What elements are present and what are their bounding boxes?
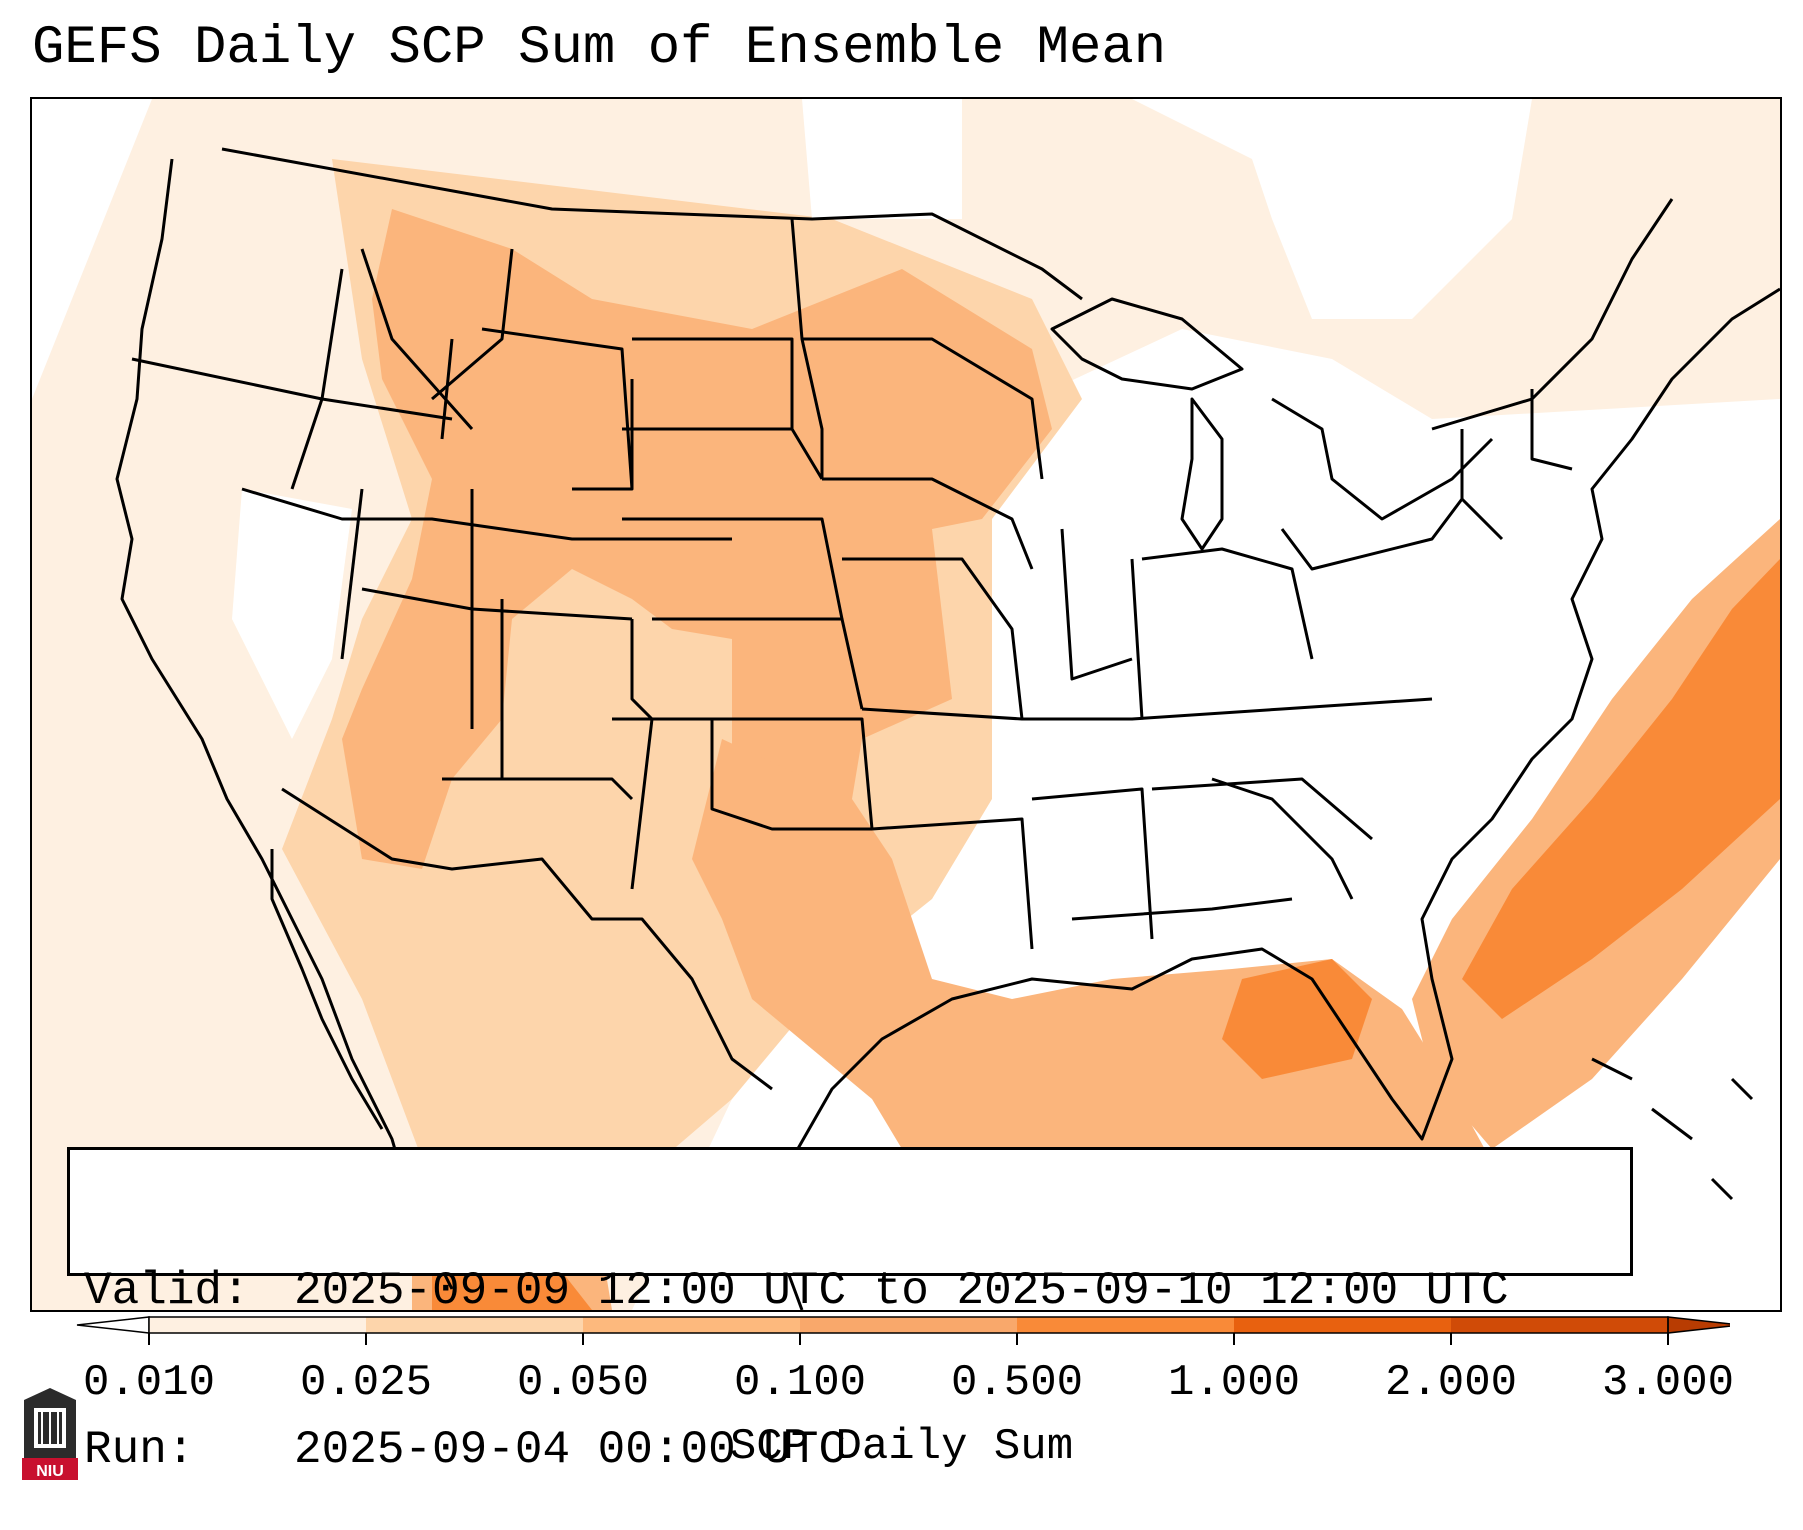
baja-line <box>270 849 384 1130</box>
colorbar-tick-label: 1.000 <box>1167 1358 1301 1408</box>
geography-lines <box>115 147 1780 1310</box>
run-row: Run: 2025-09-04 00:00 UTC <box>84 1424 1630 1477</box>
run-label: Run: <box>84 1424 195 1476</box>
lake-huron-erie <box>1271 397 1494 521</box>
state-line-17 <box>622 517 844 620</box>
state-line-28 <box>1151 777 1373 841</box>
run-value: 2025-09-04 00:00 UTC <box>294 1424 847 1476</box>
field-clear-nevada <box>232 489 352 739</box>
state-line-36 <box>1530 389 1573 471</box>
colorbar-segment <box>149 1317 366 1333</box>
colorbar-segments <box>76 1316 1730 1334</box>
state-line-32 <box>1280 498 1464 571</box>
valid-label: Valid: <box>84 1265 250 1317</box>
field-mid-texas <box>692 739 1512 1239</box>
colorbar-segment <box>800 1317 1017 1333</box>
state-line-18 <box>652 617 864 710</box>
state-line-3 <box>290 268 344 490</box>
west-coast-line <box>115 158 454 1290</box>
island-2 <box>1651 1107 1693 1141</box>
colorbar-tick-label: 0.050 <box>516 1358 650 1408</box>
colorbar-segment <box>1234 1317 1451 1333</box>
gulf-coast-line <box>770 287 1780 1310</box>
colorbar-tick-label: 3.000 <box>1601 1358 1735 1408</box>
lake-superior <box>1050 297 1244 391</box>
state-line-16 <box>622 427 824 480</box>
field-clear-canada <box>802 99 1532 319</box>
logo-text: NIU <box>36 1463 64 1480</box>
state-line-8 <box>572 379 634 491</box>
state-line-11 <box>340 488 364 660</box>
colorbar-segment <box>366 1317 583 1333</box>
state-line-7 <box>481 327 634 490</box>
mexico-border <box>281 787 773 1091</box>
northeast-border <box>1431 198 1674 431</box>
state-line-20 <box>710 719 872 831</box>
colorbar-segment <box>1017 1317 1234 1333</box>
state-line-6 <box>360 248 474 430</box>
field-clear-east <box>1012 399 1632 949</box>
state-line-35 <box>1460 429 1504 541</box>
state-line-5 <box>440 338 454 440</box>
colorbar-extend-low <box>76 1316 150 1334</box>
colorbar-tick-label: 0.025 <box>299 1358 433 1408</box>
colorbar-ticks <box>148 1333 1669 1345</box>
state-line-4 <box>431 248 514 401</box>
valid-run-infobox: Valid: 2025-09-09 12:00 UTC to 2025-09-1… <box>67 1147 1633 1476</box>
state-line-2 <box>241 487 732 541</box>
island-1 <box>1591 1057 1633 1081</box>
scp-field <box>32 99 1780 1310</box>
valid-row: Valid: 2025-09-09 12:00 UTC to 2025-09-1… <box>84 1265 1630 1318</box>
field-high-atlantic <box>1462 559 1780 1019</box>
state-line-25 <box>861 697 1433 721</box>
map-panel <box>30 97 1782 1312</box>
field-high-gulf <box>1222 959 1372 1079</box>
valid-value: 2025-09-09 12:00 UTC to 2025-09-10 12:00… <box>294 1265 1509 1317</box>
state-line-15 <box>632 337 794 429</box>
state-line-24 <box>842 557 1024 720</box>
state-line-23 <box>822 477 1034 570</box>
colorbar <box>76 1316 1730 1345</box>
island-3 <box>1710 1177 1734 1201</box>
state-line-21 <box>790 218 824 479</box>
canada-border <box>221 147 1083 301</box>
state-line-12 <box>630 619 654 890</box>
map-title: GEFS Daily SCP Sum of Ensemble Mean <box>32 18 1167 79</box>
state-line-31 <box>1141 547 1314 660</box>
state-line-34 <box>1071 897 1293 921</box>
colorbar-outline <box>148 1316 1669 1334</box>
colorbar-segment <box>1451 1317 1668 1333</box>
colorbar-segment <box>583 1317 800 1333</box>
colorbar-tick-label: 2.000 <box>1384 1358 1518 1408</box>
state-line-26 <box>871 817 1034 950</box>
colorbar-tick-label: 0.100 <box>733 1358 867 1408</box>
state-line-33 <box>1211 777 1354 900</box>
state-line-22 <box>802 337 1044 480</box>
state-line-27 <box>1031 787 1154 940</box>
state-line-29 <box>1130 558 1144 720</box>
state-line-19 <box>612 717 874 830</box>
state-line-13 <box>442 777 634 801</box>
colorbar-extend-high <box>1667 1316 1730 1334</box>
island-4 <box>1730 1077 1754 1101</box>
colorbar-tick-label: 0.500 <box>950 1358 1084 1408</box>
scp-map <box>32 99 1780 1310</box>
state-line-30 <box>1060 528 1133 681</box>
colorbar-label: SCP Daily Sum <box>729 1422 1074 1472</box>
niu-tower-logo-icon: NIU <box>22 1388 78 1480</box>
colorbar-tick-label: 0.010 <box>82 1358 216 1408</box>
lake-michigan <box>1180 397 1224 551</box>
